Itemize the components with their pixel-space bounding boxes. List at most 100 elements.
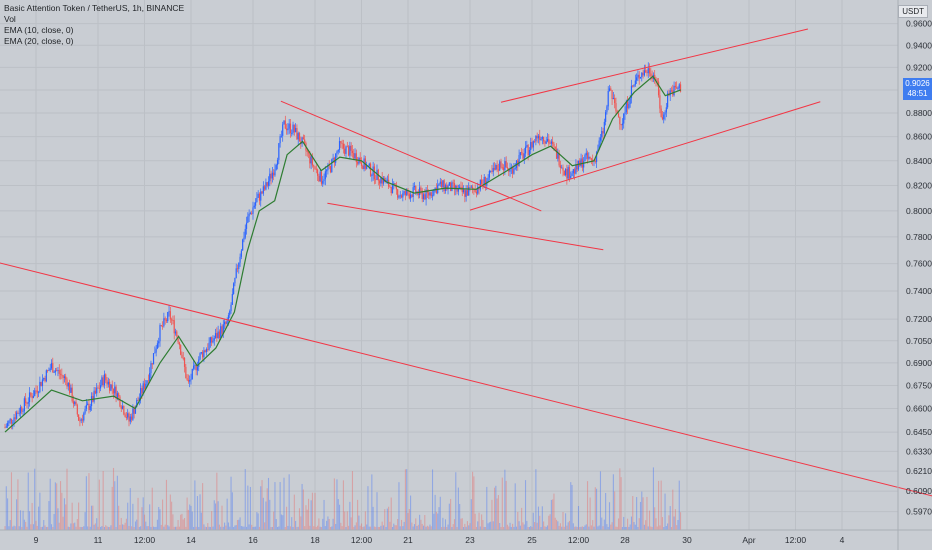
candle-body — [483, 176, 485, 185]
volume-bar — [13, 525, 15, 530]
volume-bar — [346, 511, 348, 530]
volume-bar — [114, 481, 116, 530]
candle-body — [584, 155, 586, 162]
volume-bar — [69, 526, 71, 530]
volume-bar — [381, 521, 383, 530]
volume-bar — [45, 527, 47, 530]
volume-bar — [389, 521, 391, 530]
volume-bar — [658, 480, 660, 530]
volume-bar — [19, 510, 22, 530]
candle-body — [75, 401, 77, 406]
candle-body — [243, 237, 245, 240]
volume-bar — [504, 469, 506, 530]
candle-body — [450, 182, 452, 191]
candle-body — [553, 143, 555, 147]
volume-bar — [136, 519, 138, 530]
candle-body — [130, 416, 133, 420]
volume-bar — [257, 513, 259, 530]
bar-countdown: 48:51 — [907, 89, 928, 98]
volume-bar — [526, 520, 528, 530]
candle-body — [386, 179, 388, 181]
volume-bar — [217, 501, 219, 530]
volume-bar — [393, 523, 395, 530]
volume-bar — [594, 487, 596, 530]
candle-body — [90, 396, 93, 407]
candle-body — [220, 326, 222, 339]
volume-bar — [621, 526, 623, 530]
volume-bar — [527, 526, 529, 530]
volume-bar — [326, 520, 328, 530]
candle-body — [65, 376, 67, 380]
volume-bar — [678, 480, 680, 530]
volume-bar — [630, 516, 633, 530]
candle-body — [638, 74, 640, 79]
candle-body — [373, 166, 376, 180]
candle-body — [488, 171, 490, 178]
volume-bar — [518, 521, 520, 530]
candle-body — [670, 90, 673, 92]
volume-bar — [669, 506, 671, 530]
candle-body — [514, 167, 516, 169]
candle-body — [227, 315, 230, 321]
volume-bar — [59, 481, 62, 530]
volume-bar — [412, 526, 414, 530]
candle-body — [619, 116, 621, 125]
volume-bar — [415, 518, 417, 530]
volume-bar — [490, 521, 492, 530]
volume-bar — [528, 526, 530, 530]
candle-body — [273, 172, 275, 176]
candle-body — [186, 378, 188, 380]
volume-bar — [447, 524, 449, 530]
volume-bar — [514, 483, 516, 530]
candle-body — [439, 181, 441, 184]
currency-unit-badge[interactable]: USDT — [898, 5, 928, 18]
candle-body — [430, 192, 432, 197]
candle-body — [648, 68, 651, 74]
volume-bar — [422, 525, 425, 530]
volume-bar — [248, 524, 250, 530]
candle-body — [83, 413, 85, 421]
candle-body — [198, 359, 200, 367]
volume-bar — [645, 520, 647, 530]
volume-bar — [53, 514, 55, 530]
candle-body — [612, 97, 614, 100]
candle-body — [645, 70, 647, 73]
volume-bar — [617, 518, 620, 530]
volume-bar — [190, 505, 192, 530]
trendline — [280, 100, 542, 212]
candle-body — [440, 181, 443, 188]
volume-bar — [503, 527, 505, 530]
volume-bar — [462, 527, 465, 530]
candle-body — [452, 182, 454, 184]
legend-ema20: EMA (20, close, 0) — [4, 36, 74, 46]
candle-body — [362, 165, 364, 170]
candle-body — [643, 70, 645, 76]
volume-bar — [667, 523, 669, 530]
candle-body — [513, 168, 515, 174]
volume-bar — [282, 515, 284, 530]
candle-body — [527, 145, 529, 156]
volume-bar — [624, 526, 626, 530]
candle-body — [114, 386, 116, 394]
candle-body — [457, 188, 459, 192]
volume-bar — [16, 499, 18, 530]
candle-body — [548, 138, 550, 144]
volume-bar — [270, 526, 272, 530]
volume-bar — [307, 498, 310, 530]
candle-body — [172, 320, 174, 321]
candle-body — [669, 90, 671, 96]
candle-body — [586, 152, 589, 159]
candle-body — [382, 177, 385, 184]
candle-body — [353, 153, 355, 159]
volume-bar — [437, 513, 439, 530]
candle-body — [470, 186, 472, 188]
candle-body — [650, 73, 652, 76]
candle-body — [455, 185, 457, 190]
volume-bar — [12, 526, 14, 530]
volume-bar — [235, 525, 237, 530]
candle-body — [39, 381, 41, 392]
volume-bar — [174, 526, 177, 530]
volume-bar — [274, 482, 276, 530]
